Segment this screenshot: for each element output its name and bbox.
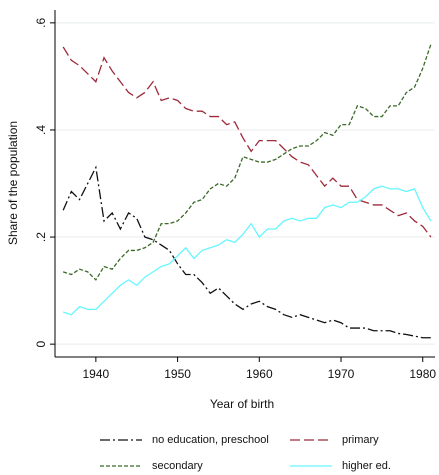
y-tick-label: .4 (34, 125, 48, 135)
legend-label: primary (342, 434, 379, 446)
x-axis-title: Year of birth (210, 397, 274, 411)
legend-label: secondary (152, 460, 203, 472)
x-tick-label: 1950 (164, 367, 191, 381)
legend-label: no education, preschool (152, 434, 269, 446)
series-line (62, 185, 432, 316)
series-line (62, 44, 432, 281)
y-tick-label: .6 (34, 18, 48, 28)
legend-label: higher ed. (342, 460, 391, 472)
y-tick-label: 0 (34, 340, 48, 347)
x-tick-label: 1940 (83, 367, 110, 381)
series-line (62, 165, 431, 339)
x-tick-label: 1980 (409, 367, 436, 381)
y-tick-label: .2 (34, 232, 48, 242)
x-tick-label: 1970 (328, 367, 355, 381)
x-tick-label: 1960 (246, 367, 273, 381)
y-axis-title: Share of the population (6, 121, 20, 245)
series-line (62, 46, 432, 238)
